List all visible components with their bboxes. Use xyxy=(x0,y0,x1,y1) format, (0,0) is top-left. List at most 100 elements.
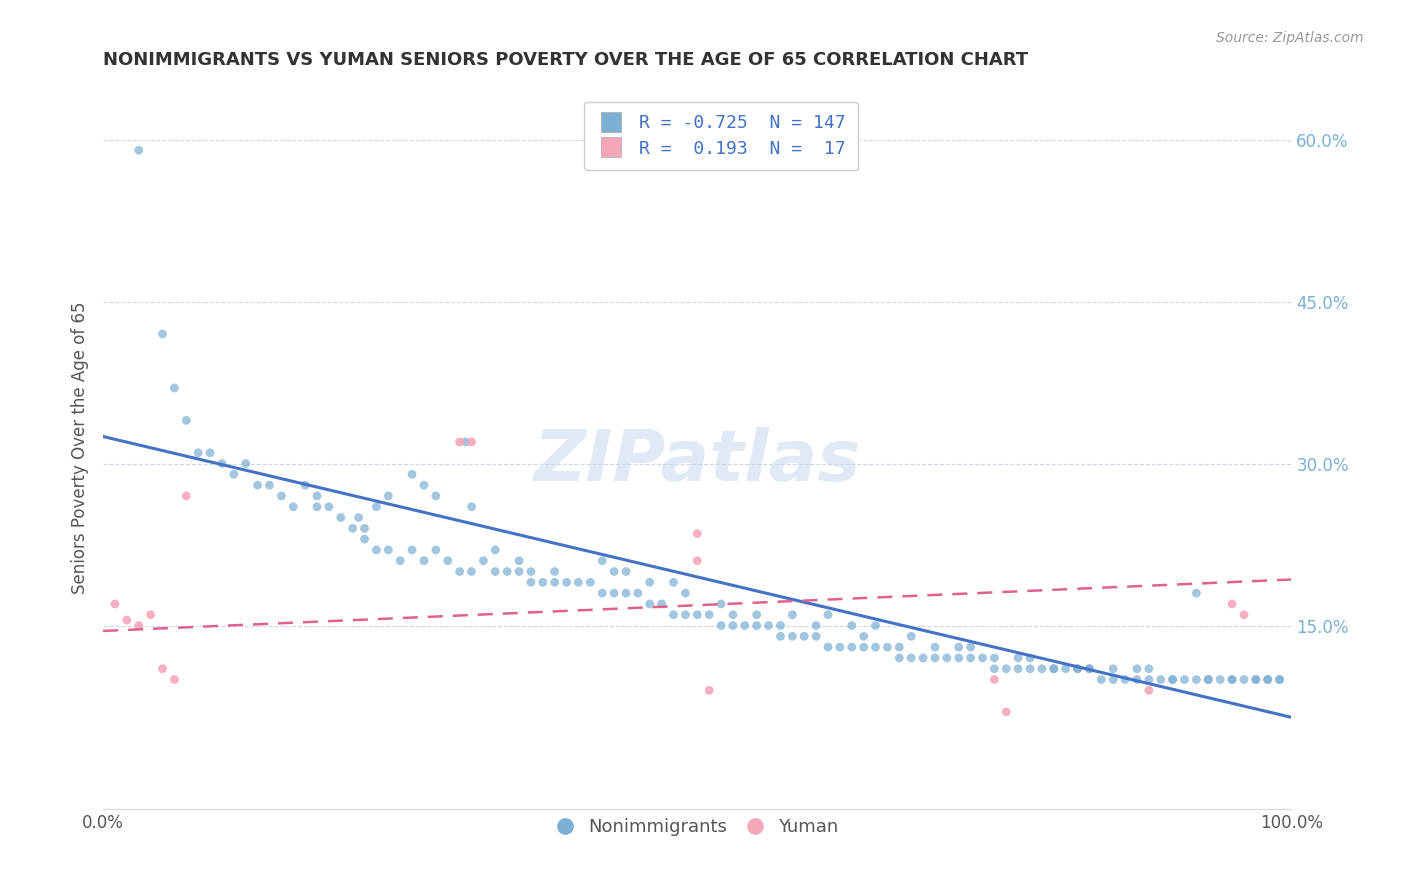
Point xyxy=(591,554,613,568)
Point xyxy=(900,651,922,665)
Point xyxy=(1268,673,1291,687)
Point xyxy=(1102,662,1125,676)
Point xyxy=(1137,683,1160,698)
Point xyxy=(841,640,863,654)
Point xyxy=(1007,662,1029,676)
Point xyxy=(638,597,661,611)
Point xyxy=(782,629,804,643)
Point xyxy=(449,565,471,579)
Point xyxy=(995,705,1018,719)
Point xyxy=(1185,586,1208,600)
Point xyxy=(804,629,827,643)
Point xyxy=(697,683,720,698)
Point xyxy=(852,640,875,654)
Point xyxy=(841,618,863,632)
Point xyxy=(1054,662,1077,676)
Point xyxy=(1031,662,1053,676)
Point xyxy=(662,607,685,622)
Point xyxy=(614,586,637,600)
Point xyxy=(1137,662,1160,676)
Point xyxy=(686,554,709,568)
Point xyxy=(353,532,375,546)
Point xyxy=(948,651,970,665)
Point xyxy=(758,618,780,632)
Point xyxy=(329,510,352,524)
Point xyxy=(1078,662,1101,676)
Point xyxy=(828,640,851,654)
Point xyxy=(235,457,257,471)
Point xyxy=(769,618,792,632)
Point xyxy=(1197,673,1219,687)
Point xyxy=(995,662,1018,676)
Point xyxy=(959,651,981,665)
Point xyxy=(139,607,162,622)
Point xyxy=(472,554,495,568)
Point xyxy=(1220,673,1243,687)
Point xyxy=(983,662,1005,676)
Point xyxy=(745,607,768,622)
Legend: Nonimmigrants, Yuman: Nonimmigrants, Yuman xyxy=(548,811,845,844)
Point xyxy=(454,434,477,449)
Point xyxy=(401,467,423,482)
Point xyxy=(531,575,554,590)
Point xyxy=(1268,673,1291,687)
Point xyxy=(1102,673,1125,687)
Point xyxy=(246,478,269,492)
Point xyxy=(817,607,839,622)
Point xyxy=(1233,673,1256,687)
Point xyxy=(591,586,613,600)
Point xyxy=(1244,673,1267,687)
Point xyxy=(924,651,946,665)
Text: Source: ZipAtlas.com: Source: ZipAtlas.com xyxy=(1216,31,1364,45)
Point xyxy=(413,478,436,492)
Point xyxy=(128,144,150,158)
Point xyxy=(222,467,245,482)
Point xyxy=(1078,662,1101,676)
Point xyxy=(959,640,981,654)
Point xyxy=(544,575,567,590)
Point xyxy=(115,613,138,627)
Point xyxy=(1244,673,1267,687)
Point xyxy=(1197,673,1219,687)
Point xyxy=(198,446,221,460)
Point xyxy=(389,554,412,568)
Point xyxy=(163,673,186,687)
Point xyxy=(436,554,458,568)
Point xyxy=(900,629,922,643)
Point xyxy=(603,586,626,600)
Point xyxy=(912,651,935,665)
Point xyxy=(520,575,543,590)
Point xyxy=(1066,662,1088,676)
Point xyxy=(972,651,994,665)
Point xyxy=(353,521,375,535)
Point xyxy=(852,629,875,643)
Point xyxy=(673,607,696,622)
Point xyxy=(935,651,957,665)
Text: ZIPatlas: ZIPatlas xyxy=(534,427,860,496)
Point xyxy=(734,618,756,632)
Point xyxy=(1185,673,1208,687)
Point xyxy=(721,618,744,632)
Point xyxy=(342,521,364,535)
Point xyxy=(1257,673,1279,687)
Point xyxy=(1220,597,1243,611)
Point xyxy=(401,543,423,558)
Point xyxy=(697,607,720,622)
Point xyxy=(187,446,209,460)
Point xyxy=(567,575,589,590)
Point xyxy=(377,543,399,558)
Point xyxy=(1257,673,1279,687)
Point xyxy=(876,640,898,654)
Point xyxy=(983,673,1005,687)
Point xyxy=(176,489,198,503)
Point xyxy=(259,478,281,492)
Point xyxy=(1042,662,1064,676)
Point xyxy=(211,457,233,471)
Point xyxy=(721,607,744,622)
Point xyxy=(1173,673,1195,687)
Point xyxy=(508,565,530,579)
Point xyxy=(1161,673,1184,687)
Point xyxy=(1042,662,1064,676)
Point xyxy=(152,326,174,341)
Point xyxy=(889,640,911,654)
